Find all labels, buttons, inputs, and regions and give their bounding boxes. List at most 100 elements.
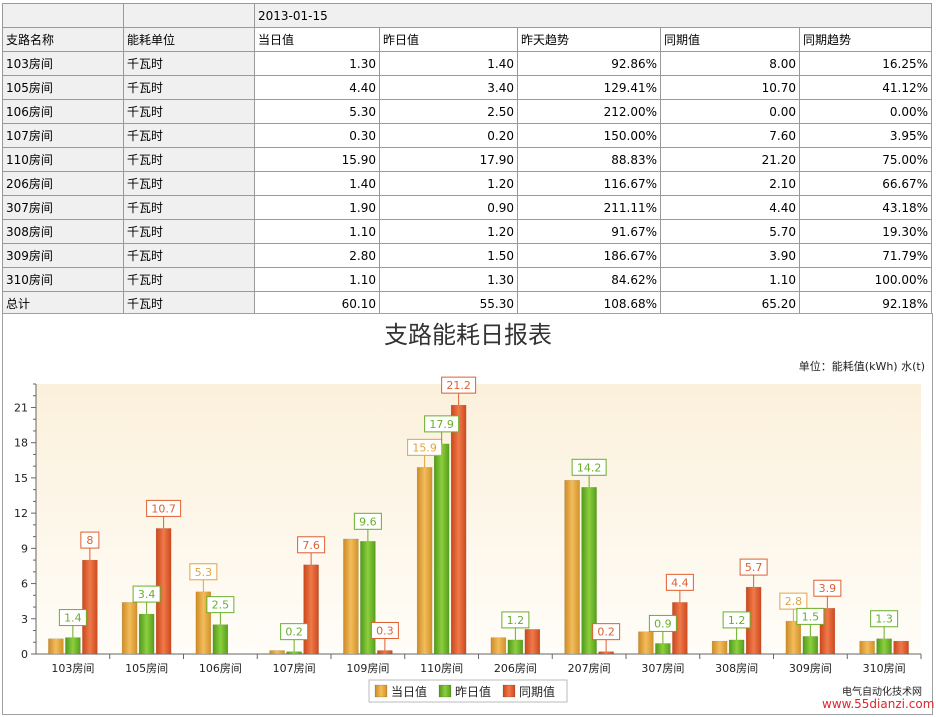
data-label-box [870,610,899,628]
value-cell: 212.00% [517,99,661,124]
value-cell: 10.70 [660,75,800,100]
data-label-box [796,607,825,625]
column-header: 同期趋势 [799,27,932,52]
data-label: 14.2 [577,461,602,474]
branch-name-cell: 总计 [2,291,124,316]
data-label: 1.4 [64,612,82,625]
x-tick-label: 207房间 [568,662,611,675]
unit-cell: 千瓦时 [123,51,255,76]
value-cell: 1.10 [254,267,380,292]
label-layer: 1.4 8 3.4 10.7 5.3 2.5 0.2 7.6 9.6 0.3 15.9 17.9 21.… [58,376,899,652]
data-label-box [571,458,607,476]
data-label-box [424,415,460,433]
data-label: 0.2 [285,626,303,639]
y-tick-label: 0 [21,648,28,661]
axis-layer: 0 3 6 9 12 15 18 21 103房间 105房间 106房间 107房间 109房间 110… [14,383,922,675]
value-cell: 116.67% [517,171,661,196]
branch-name-cell: 307房间 [2,195,124,220]
x-tick-label: 206房间 [494,662,537,675]
bar-同期值-103房间 [82,559,98,655]
value-cell: 8.00 [660,51,800,76]
bar-昨日值-206房间 [507,639,524,655]
value-cell: 211.11% [517,195,661,220]
value-cell: 1.40 [254,171,380,196]
data-label: 4.4 [671,576,689,589]
value-cell: 1.50 [379,243,518,268]
value-cell: 21.20 [660,147,800,172]
value-cell: 108.68% [517,291,661,316]
data-label-box [80,531,100,549]
unit-cell: 千瓦时 [123,99,255,124]
data-label: 0.9 [654,617,672,630]
data-label: 17.9 [429,418,454,431]
value-cell: 17.90 [379,147,518,172]
bar-同期值-206房间 [524,629,541,655]
value-cell: 4.40 [254,75,380,100]
bar-当日值-109房间 [343,538,359,655]
data-label: 2.8 [785,595,803,608]
bar-同期值-110房间 [450,404,467,655]
data-label-box [189,563,218,581]
unit-note: 单位：能耗值(kWh) 水(t) [799,359,925,373]
report-date: 2013-01-15 [254,3,932,28]
value-cell: 3.40 [379,75,518,100]
bar-昨日值-309房间 [802,636,819,655]
legend-box [368,679,568,703]
y-tick-label: 9 [21,542,28,555]
value-cell: 1.20 [379,171,518,196]
column-header: 昨天趋势 [517,27,661,52]
value-cell: 150.00% [517,123,661,148]
x-tick-label: 307房间 [641,662,684,675]
bar-当日值-207房间 [564,480,580,655]
value-cell: 1.10 [254,219,380,244]
table-row: 106房间 千瓦时 5.30 2.50 212.00% 0.00 0.00% [2,99,932,124]
value-cell: 0.20 [379,123,518,148]
header-blank-cell [123,3,255,28]
data-label: 1.2 [507,614,525,627]
x-tick-label: 110房间 [420,662,463,675]
value-cell: 1.90 [254,195,380,220]
data-label: 2.5 [212,599,230,612]
bar-当日值-105房间 [121,602,138,655]
unit-cell: 千瓦时 [123,171,255,196]
value-cell: 7.60 [660,123,800,148]
value-cell: 16.25% [799,51,932,76]
table-row: 310房间 千瓦时 1.10 1.30 84.62% 1.10 100.00% [2,267,932,292]
data-label-box [722,611,751,629]
data-label: 8 [86,534,93,547]
legend-swatch [502,684,516,698]
branch-name-cell: 107房间 [2,123,124,148]
bar-当日值-308房间 [711,640,728,655]
value-cell: 5.70 [660,219,800,244]
value-cell: 92.18% [799,291,932,316]
watermark-site-url: www.55dianzi.com [822,697,935,711]
value-cell: 75.00% [799,147,932,172]
value-cell: 92.86% [517,51,661,76]
data-label-box [665,573,694,591]
branch-name-cell: 309房间 [2,243,124,268]
unit-cell: 千瓦时 [123,123,255,148]
data-label-box [779,592,808,610]
x-tick-label: 107房间 [273,662,316,675]
watermark-site-name: 电气自动化技术网 [842,687,922,698]
data-label-box [58,609,87,627]
legend-label: 当日值 [391,684,427,699]
unit-cell: 千瓦时 [123,243,255,268]
value-cell: 71.79% [799,243,932,268]
value-cell: 0.90 [379,195,518,220]
y-tick-label: 6 [21,578,28,591]
value-cell: 1.40 [379,51,518,76]
data-label: 3.9 [819,582,837,595]
table-row: 308房间 千瓦时 1.10 1.20 91.67% 5.70 19.30% [2,219,932,244]
bar-同期值-107房间 [303,564,319,655]
x-tick-label: 310房间 [863,662,906,675]
data-label: 10.7 [151,502,176,515]
bar-当日值-307房间 [638,631,654,655]
value-cell: 186.67% [517,243,661,268]
x-tick-label: 105房间 [125,662,168,675]
chart-title: 支路能耗日报表 [384,321,552,349]
data-label-box [370,621,399,639]
legend-swatch [374,684,388,698]
bar-昨日值-105房间 [138,613,155,655]
x-tick-label: 308房间 [715,662,758,675]
